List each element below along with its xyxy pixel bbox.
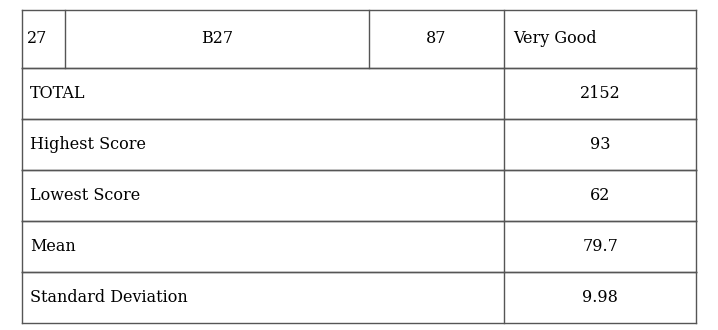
Text: Lowest Score: Lowest Score <box>30 187 141 204</box>
Text: TOTAL: TOTAL <box>30 85 85 102</box>
Text: 93: 93 <box>590 136 610 153</box>
Text: 9.98: 9.98 <box>582 289 618 306</box>
Text: Mean: Mean <box>30 238 76 255</box>
Text: B27: B27 <box>201 30 233 48</box>
Text: Very Good: Very Good <box>513 30 597 48</box>
Text: 62: 62 <box>590 187 610 204</box>
Text: Highest Score: Highest Score <box>30 136 146 153</box>
Text: 2152: 2152 <box>580 85 620 102</box>
Text: Standard Deviation: Standard Deviation <box>30 289 188 306</box>
Text: 79.7: 79.7 <box>582 238 618 255</box>
Text: 27: 27 <box>27 30 47 48</box>
Text: 87: 87 <box>426 30 447 48</box>
